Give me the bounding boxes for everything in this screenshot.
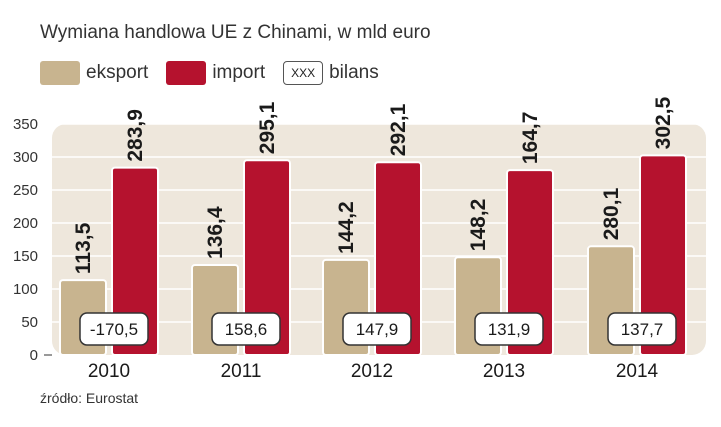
- legend-label-eksport: eksport: [86, 62, 149, 83]
- balance-box-2013: [474, 312, 544, 346]
- bar-import-2011: [243, 159, 291, 356]
- x-tick-label-2011: 2011: [221, 361, 262, 382]
- value-label-eksport-2014: 280,1: [600, 187, 623, 240]
- legend: eksport import XXX bilans: [40, 60, 397, 86]
- value-label-import-2014: 302,5: [652, 96, 675, 149]
- value-label-import-2012: 292,1: [387, 103, 410, 156]
- chart-title: Wymiana handlowa UE z Chinami, w mld eur…: [40, 22, 431, 43]
- y-tick-label: 350: [13, 116, 38, 133]
- source-note: źródło: Eurostat: [40, 390, 139, 406]
- balance-box-2011: [211, 312, 281, 346]
- balance-box-2012: [342, 312, 412, 346]
- y-tick-label: 250: [13, 182, 38, 199]
- x-tick-label-2010: 2010: [88, 361, 130, 382]
- x-tick-label-2014: 2014: [616, 361, 659, 382]
- balance-label-2014: 137,7: [621, 320, 664, 339]
- legend-item-eksport: eksport: [40, 61, 148, 85]
- legend-item-import: import: [166, 61, 265, 85]
- balance-label-2013: 131,9: [488, 320, 531, 339]
- legend-swatch-bilans: XXX: [283, 61, 324, 85]
- value-label-import-2011: 295,1: [256, 101, 279, 154]
- balance-label-2012: 147,9: [356, 320, 399, 339]
- legend-swatch-import: [166, 61, 207, 85]
- x-tick-label-2012: 2012: [351, 361, 393, 382]
- y-tick-label: 50: [21, 314, 38, 331]
- balance-label-2011: 158,6: [225, 320, 268, 339]
- legend-swatch-eksport: [40, 61, 80, 85]
- y-tick-label: 150: [13, 248, 38, 265]
- balance-box-2010: [79, 312, 149, 346]
- legend-item-bilans: XXX bilans: [283, 61, 379, 85]
- y-tick-label: 300: [13, 149, 38, 166]
- legend-label-bilans: bilans: [329, 62, 379, 83]
- value-label-import-2013: 164,7: [519, 112, 542, 165]
- value-label-import-2010: 283,9: [124, 109, 147, 162]
- x-tick-label-2013: 2013: [483, 361, 525, 382]
- value-label-eksport-2013: 148,2: [467, 199, 490, 252]
- y-tick-label: 100: [13, 281, 38, 298]
- value-label-eksport-2012: 144,2: [335, 201, 358, 254]
- bar-import-2014: [639, 154, 687, 356]
- y-tick-label: 0: [30, 347, 38, 364]
- value-label-eksport-2010: 113,5: [72, 222, 95, 274]
- balance-box-2014: [607, 312, 677, 346]
- value-label-eksport-2011: 136,4: [204, 206, 227, 259]
- y-tick-label: 200: [13, 215, 38, 232]
- bar-import-2010: [111, 166, 159, 356]
- balance-label-2010: -170,5: [90, 320, 138, 339]
- bar-import-2012: [374, 161, 422, 356]
- legend-label-import: import: [212, 62, 266, 83]
- bar-import-2013: [506, 169, 554, 356]
